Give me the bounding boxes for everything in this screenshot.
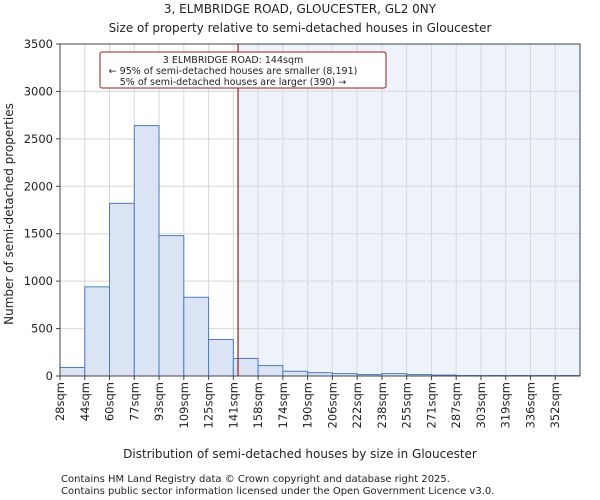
- x-tick-label: 190sqm: [301, 382, 315, 428]
- annotation-title: 3 ELMBRIDGE ROAD: 144sqm: [163, 55, 304, 66]
- bar: [133, 125, 160, 377]
- bar: [59, 366, 86, 377]
- x-tick-label: 222sqm: [350, 382, 364, 428]
- bar: [183, 296, 210, 377]
- x-tick-label: 238sqm: [375, 382, 389, 428]
- x-tick-label: 271sqm: [424, 382, 438, 428]
- x-tick-label: 336sqm: [523, 382, 537, 428]
- x-tick-label: 28sqm: [53, 382, 67, 421]
- bar: [158, 235, 185, 377]
- x-tick-label: 303sqm: [474, 382, 488, 428]
- plot-area: 0 500 1000 1500 2000 2500 3000 3500 28sqm 44sqm 60…: [24, 37, 581, 428]
- chart-title-line2: Size of property relative to semi-detach…: [109, 21, 492, 35]
- bar: [282, 370, 309, 377]
- x-tick-label: 255sqm: [400, 382, 414, 428]
- bar: [109, 202, 135, 377]
- footer-licence: Contains public sector information licen…: [61, 486, 494, 497]
- x-tick-label: 287sqm: [449, 382, 463, 428]
- x-tick-label: 352sqm: [548, 382, 562, 428]
- footer-copyright: Contains HM Land Registry data © Crown c…: [61, 474, 450, 485]
- bar: [208, 338, 234, 377]
- y-axis-label: Number of semi-detached properties: [2, 103, 16, 325]
- x-tick-label: 319sqm: [499, 382, 513, 428]
- x-tick-label: 77sqm: [127, 382, 141, 421]
- x-tick-label: 125sqm: [202, 382, 216, 428]
- x-tick-label: 60sqm: [103, 382, 117, 421]
- x-tick-label: 174sqm: [276, 382, 290, 428]
- bar: [84, 286, 111, 377]
- y-tick-label: 3000: [24, 84, 53, 98]
- x-tick-label: 93sqm: [152, 382, 166, 421]
- bar: [257, 365, 284, 377]
- x-axis-label: Distribution of semi-detached houses by …: [123, 447, 477, 461]
- x-tick-label: 158sqm: [251, 382, 265, 428]
- annotation-smaller: ← 95% of semi-detached houses are smalle…: [109, 66, 358, 77]
- annotation-larger: 5% of semi-detached houses are larger (3…: [120, 77, 347, 88]
- chart-title-line1: 3, ELMBRIDGE ROAD, GLOUCESTER, GL2 0NY: [164, 2, 437, 16]
- x-tick-label: 109sqm: [177, 382, 191, 428]
- y-tick-label: 1500: [24, 227, 53, 241]
- y-tick-label: 1000: [24, 274, 53, 288]
- y-tick-label: 2500: [24, 132, 53, 146]
- x-tick-label: 206sqm: [325, 382, 339, 428]
- annotation-box: [99, 51, 387, 89]
- y-tick-label: 500: [31, 322, 53, 336]
- plot-frame: [59, 43, 581, 377]
- y-tick-label: 0: [46, 369, 53, 383]
- y-tick-label: 3500: [24, 37, 53, 51]
- y-tick-label: 2000: [24, 179, 53, 193]
- larger-region-shade: [238, 44, 581, 376]
- x-tick-label: 141sqm: [226, 382, 240, 428]
- x-tick-label: 44sqm: [78, 382, 92, 421]
- bar: [232, 357, 259, 377]
